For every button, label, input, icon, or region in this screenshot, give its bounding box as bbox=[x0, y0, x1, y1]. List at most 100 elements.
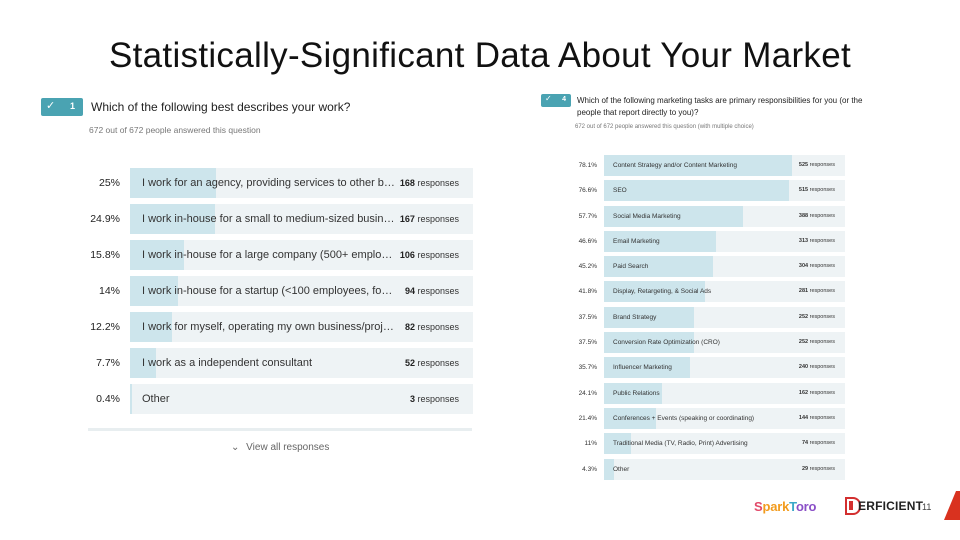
response-label: Social Media Marketing bbox=[613, 212, 681, 220]
question-title: Which of the following best describes yo… bbox=[91, 100, 351, 114]
response-percent: 57.7% bbox=[578, 212, 597, 220]
page-number: 11 bbox=[922, 502, 932, 512]
response-bar: Brand Strategy 252 responses bbox=[604, 306, 845, 328]
response-bar-fill bbox=[604, 230, 717, 252]
view-all-label: View all responses bbox=[246, 442, 330, 453]
response-bar-fill bbox=[130, 276, 179, 306]
response-percent: 25% bbox=[98, 177, 120, 189]
response-row: 21.4% Conferences + Events (speaking or c… bbox=[540, 407, 860, 429]
response-count: 240 responses bbox=[798, 364, 835, 371]
response-label: Traditional Media (TV, Radio, Print) Adv… bbox=[613, 440, 748, 448]
response-bar: Influencer Marketing 240 responses bbox=[604, 357, 845, 379]
response-bar-fill bbox=[604, 256, 713, 278]
check-icon: ✓ bbox=[545, 94, 552, 103]
response-percent: 45.2% bbox=[578, 263, 597, 271]
response-row: 45.2% Paid Search 304 responses bbox=[540, 256, 860, 278]
response-bar: Public Relations 162 responses bbox=[604, 382, 845, 404]
response-bar: Social Media Marketing 388 responses bbox=[604, 205, 845, 227]
response-percent: 4.3% bbox=[582, 465, 597, 473]
response-bar-fill bbox=[130, 384, 132, 414]
red-corner-accent bbox=[944, 491, 960, 520]
response-bar: I work as a independent consultant 52 res… bbox=[130, 348, 473, 378]
question-header: ✓ 1 Which of the following best describe… bbox=[38, 92, 478, 122]
response-row: 46.6% Email Marketing 313 responses bbox=[540, 230, 860, 252]
response-percent: 0.4% bbox=[96, 393, 120, 405]
response-label: Brand Strategy bbox=[613, 313, 657, 321]
response-list: 25% I work for an agency, providing servi… bbox=[38, 168, 478, 420]
response-percent: 35.7% bbox=[578, 364, 597, 372]
response-bar-fill bbox=[130, 204, 216, 234]
answered-count: 672 out of 672 people answered this ques… bbox=[89, 125, 261, 135]
response-bar-fill bbox=[604, 458, 615, 480]
chevron-down-icon: ⌄ bbox=[231, 442, 240, 453]
response-count: 162 responses bbox=[798, 389, 835, 396]
response-count: 106 responses bbox=[399, 250, 459, 260]
response-label: Conversion Rate Optimization (CRO) bbox=[613, 339, 720, 347]
response-count: 304 responses bbox=[798, 263, 835, 270]
response-label: I work for myself, operating my own busi… bbox=[142, 321, 396, 333]
response-percent: 11% bbox=[584, 440, 597, 448]
response-bar-fill bbox=[604, 407, 656, 429]
response-count: 388 responses bbox=[798, 212, 835, 219]
response-bar: I work for an agency, providing services… bbox=[130, 168, 473, 198]
response-row: 24.1% Public Relations 162 responses bbox=[540, 382, 860, 404]
response-row: 0.4% Other 3 responses bbox=[38, 384, 478, 414]
response-label: I work in-house for a large company (500… bbox=[142, 249, 396, 261]
response-row: 24.9% I work in-house for a small to medi… bbox=[38, 204, 478, 234]
response-label: I work for an agency, providing services… bbox=[142, 177, 396, 189]
response-bar: I work in-house for a startup (<100 empl… bbox=[130, 276, 473, 306]
response-row: 37.5% Conversion Rate Optimization (CRO) 2… bbox=[540, 332, 860, 354]
response-row: 76.6% SEO 515 responses bbox=[540, 180, 860, 202]
response-percent: 24.1% bbox=[578, 389, 597, 397]
response-percent: 14% bbox=[98, 285, 120, 297]
response-bar-fill bbox=[130, 348, 157, 378]
question-number: 4 bbox=[562, 96, 566, 103]
response-count: 168 responses bbox=[399, 178, 459, 188]
response-row: 15.8% I work in-house for a large company… bbox=[38, 240, 478, 270]
response-bar: Other 3 responses bbox=[130, 384, 473, 414]
response-bar: Traditional Media (TV, Radio, Print) Adv… bbox=[604, 433, 845, 455]
response-bar-fill bbox=[604, 180, 789, 202]
response-row: 41.8% Display, Retargeting, & Social Ads 2… bbox=[540, 281, 860, 303]
response-row: 4.3% Other 29 responses bbox=[540, 458, 860, 480]
response-percent: 7.7% bbox=[96, 357, 120, 369]
response-count: 252 responses bbox=[798, 339, 835, 346]
response-bar: I work in-house for a small to medium-si… bbox=[130, 204, 473, 234]
response-bar: Display, Retargeting, & Social Ads 281 re… bbox=[604, 281, 845, 303]
response-count: 281 responses bbox=[798, 288, 835, 295]
response-row: 14% I work in-house for a startup (<100 e… bbox=[38, 276, 478, 306]
response-percent: 41.8% bbox=[578, 288, 597, 296]
response-count: 94 responses bbox=[404, 286, 459, 296]
response-count: 313 responses bbox=[798, 237, 835, 244]
response-row: 57.7% Social Media Marketing 388 responses bbox=[540, 205, 860, 227]
response-bar: Conferences + Events (speaking or coordi… bbox=[604, 407, 845, 429]
response-bar-fill bbox=[604, 357, 691, 379]
response-count: 252 responses bbox=[798, 313, 835, 320]
question-1-panel: ✓ 1 Which of the following best describe… bbox=[38, 92, 478, 453]
response-bar-fill bbox=[604, 382, 663, 404]
response-bar-fill bbox=[604, 332, 695, 354]
response-label: Influencer Marketing bbox=[613, 364, 672, 372]
response-list: 78.1% Content Strategy and/or Content Mar… bbox=[540, 155, 860, 484]
response-count: 515 responses bbox=[798, 187, 835, 194]
sparktoro-logo: SparkToro bbox=[754, 499, 817, 514]
view-all-responses-link[interactable]: ⌄ View all responses bbox=[231, 442, 329, 453]
response-bar-fill bbox=[130, 168, 216, 198]
response-label: I work in-house for a startup (<100 empl… bbox=[142, 285, 396, 297]
response-label: Other bbox=[613, 465, 630, 473]
response-percent: 37.5% bbox=[578, 339, 597, 347]
response-bar: Paid Search 304 responses bbox=[604, 256, 845, 278]
response-label: Public Relations bbox=[613, 389, 660, 397]
response-percent: 78.1% bbox=[578, 162, 597, 169]
response-count: 525 responses bbox=[798, 162, 835, 168]
response-bar-fill bbox=[604, 205, 744, 227]
response-percent: 46.6% bbox=[578, 237, 597, 245]
response-count: 144 responses bbox=[798, 414, 835, 421]
response-bar: Conversion Rate Optimization (CRO) 252 re… bbox=[604, 332, 845, 354]
perficient-mark-icon bbox=[845, 497, 861, 515]
response-row: 12.2% I work for myself, operating my own… bbox=[38, 312, 478, 342]
perficient-wordmark: ERFICIENT bbox=[858, 499, 924, 513]
question-number: 1 bbox=[69, 101, 75, 111]
response-bar-fill bbox=[604, 155, 793, 176]
response-bar: Other 29 responses bbox=[604, 458, 845, 480]
